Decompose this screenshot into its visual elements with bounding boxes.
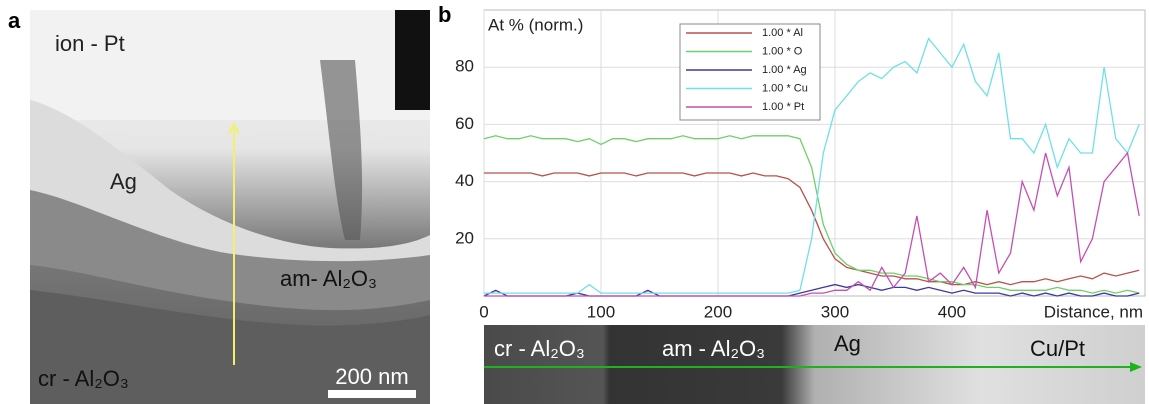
y-tick-label: 60 bbox=[455, 114, 474, 133]
image-label: am- Al₂O₃ bbox=[280, 266, 377, 291]
y-axis-label: At % (norm.) bbox=[488, 15, 583, 34]
x-tick-label: 400 bbox=[938, 302, 966, 321]
series-line bbox=[484, 37, 1140, 294]
legend-label: 1.00 * Ag bbox=[762, 64, 807, 76]
x-tick-label: 100 bbox=[587, 302, 615, 321]
y-tick-label: 80 bbox=[455, 57, 474, 76]
legend bbox=[679, 23, 821, 121]
x-tick-label: 300 bbox=[821, 302, 849, 321]
legend-label: 1.00 * Cu bbox=[762, 82, 808, 94]
arrow-head bbox=[1130, 362, 1142, 372]
strip-label: Ag bbox=[834, 331, 861, 356]
legend-label: 1.00 * Pt bbox=[762, 101, 804, 113]
y-tick-label: 20 bbox=[455, 228, 474, 247]
series-line bbox=[484, 151, 1140, 297]
strip-image bbox=[484, 325, 1145, 404]
tem-image bbox=[30, 10, 430, 404]
strip-label: cr - Al₂O₃ bbox=[494, 336, 585, 361]
y-tick-label: 40 bbox=[455, 171, 474, 190]
x-tick-label: 0 bbox=[479, 302, 488, 321]
scale-bar-label: 200 nm bbox=[335, 364, 408, 389]
image-label: cr - Al₂O₃ bbox=[38, 366, 129, 391]
strip-label: Cu/Pt bbox=[1030, 336, 1085, 361]
panel-label: a bbox=[8, 8, 21, 33]
image-label: Ag bbox=[110, 169, 137, 194]
legend-label: 1.00 * Al bbox=[762, 27, 803, 39]
legend-label: 1.00 * O bbox=[762, 45, 803, 57]
image-label: ion - Pt bbox=[55, 31, 125, 56]
x-axis-label: Distance, nm bbox=[1044, 302, 1143, 321]
x-tick-label: 200 bbox=[704, 302, 732, 321]
strip-label: am - Al₂O₃ bbox=[662, 336, 765, 361]
panel-label: b bbox=[438, 2, 451, 27]
series-line bbox=[483, 135, 1140, 294]
series-line bbox=[484, 172, 1140, 286]
